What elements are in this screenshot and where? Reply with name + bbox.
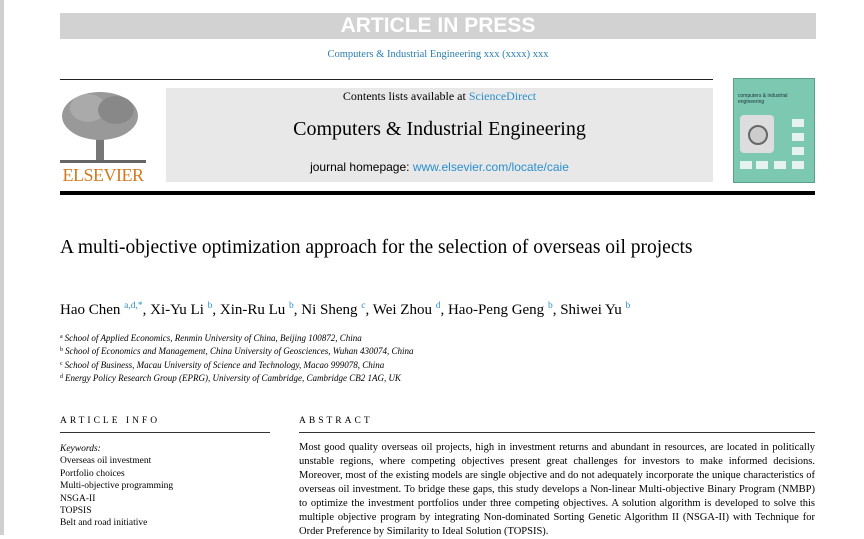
- article-info-heading: ARTICLE INFO: [60, 416, 161, 426]
- cover-block: [756, 161, 768, 169]
- cover-block: [792, 133, 804, 141]
- keyword: Multi-objective programming: [60, 481, 174, 492]
- abstract-text: Most good quality overseas oil projects,…: [299, 442, 815, 537]
- journal-cover[interactable]: computers & industrial engineering: [733, 78, 815, 183]
- keyword: Overseas oil investment: [60, 456, 152, 467]
- abstract-heading: ABSTRACT: [299, 416, 373, 426]
- divider: [60, 432, 270, 433]
- sciencedirect-link[interactable]: ScienceDirect: [468, 89, 537, 103]
- affiliation: a School of Applied Economics, Renmin Uni…: [60, 333, 362, 343]
- keyword: NSGA-II: [60, 493, 96, 504]
- author[interactable]: Xi-Yu Li b: [150, 301, 213, 318]
- keyword: TOPSIS: [60, 506, 92, 517]
- cover-title: computers & industrial engineering: [738, 93, 788, 105]
- journal-reference-link[interactable]: Computers & Industrial Engineering xxx (…: [327, 49, 549, 60]
- keywords-label: Keywords:: [60, 444, 101, 454]
- author[interactable]: Ni Sheng c: [301, 301, 366, 318]
- contents-text: Contents lists available at: [342, 89, 469, 103]
- keyword: Belt and road initiative: [60, 518, 148, 529]
- author[interactable]: Xin-Ru Lu b: [219, 301, 294, 318]
- cover-block: [792, 119, 804, 127]
- cover-disc-image: [740, 115, 774, 153]
- homepage-label: journal homepage:: [310, 160, 413, 174]
- affiliation: c School of Business, Macau University of…: [60, 359, 385, 370]
- keyword: Portfolio choices: [60, 468, 125, 479]
- thick-divider: [60, 191, 815, 195]
- cover-block: [792, 147, 804, 155]
- elsevier-logo[interactable]: ELSEVIER: [58, 88, 148, 186]
- elsevier-wordmark: ELSEVIER: [62, 165, 145, 185]
- cover-block: [774, 161, 786, 169]
- affiliation: b School of Economics and Management, Chi…: [60, 346, 414, 357]
- divider: [299, 432, 815, 433]
- tree-icon: [60, 92, 146, 163]
- keywords: Keywords: Overseas oil investment Portfo…: [60, 443, 173, 530]
- cover-block: [792, 161, 804, 169]
- author-list: Hao Chen a,d,*, Xi-Yu Li b, Xin-Ru Lu b,…: [60, 301, 631, 318]
- journal-header: Contents lists available at ScienceDirec…: [166, 88, 713, 182]
- cover-block: [740, 161, 752, 169]
- viewer-edge: [0, 0, 4, 535]
- article-title: A multi-objective optimization approach …: [60, 237, 693, 258]
- author[interactable]: Wei Zhou d: [372, 301, 441, 318]
- author[interactable]: Hao Chen a,d,*: [60, 301, 143, 318]
- affiliation: d Energy Policy Research Group (EPRG), Un…: [60, 373, 401, 384]
- author[interactable]: Shiwei Yu b: [560, 301, 631, 318]
- journal-title: Computers & Industrial Engineering: [293, 118, 586, 140]
- homepage-link[interactable]: www.elsevier.com/locate/caie: [412, 160, 569, 174]
- article-in-press-banner: ARTICLE IN PRESS: [60, 13, 816, 39]
- divider: [60, 79, 713, 80]
- affiliations: a School of Applied Economics, Renmin Uni…: [60, 331, 413, 385]
- author[interactable]: Hao-Peng Geng b: [447, 301, 553, 318]
